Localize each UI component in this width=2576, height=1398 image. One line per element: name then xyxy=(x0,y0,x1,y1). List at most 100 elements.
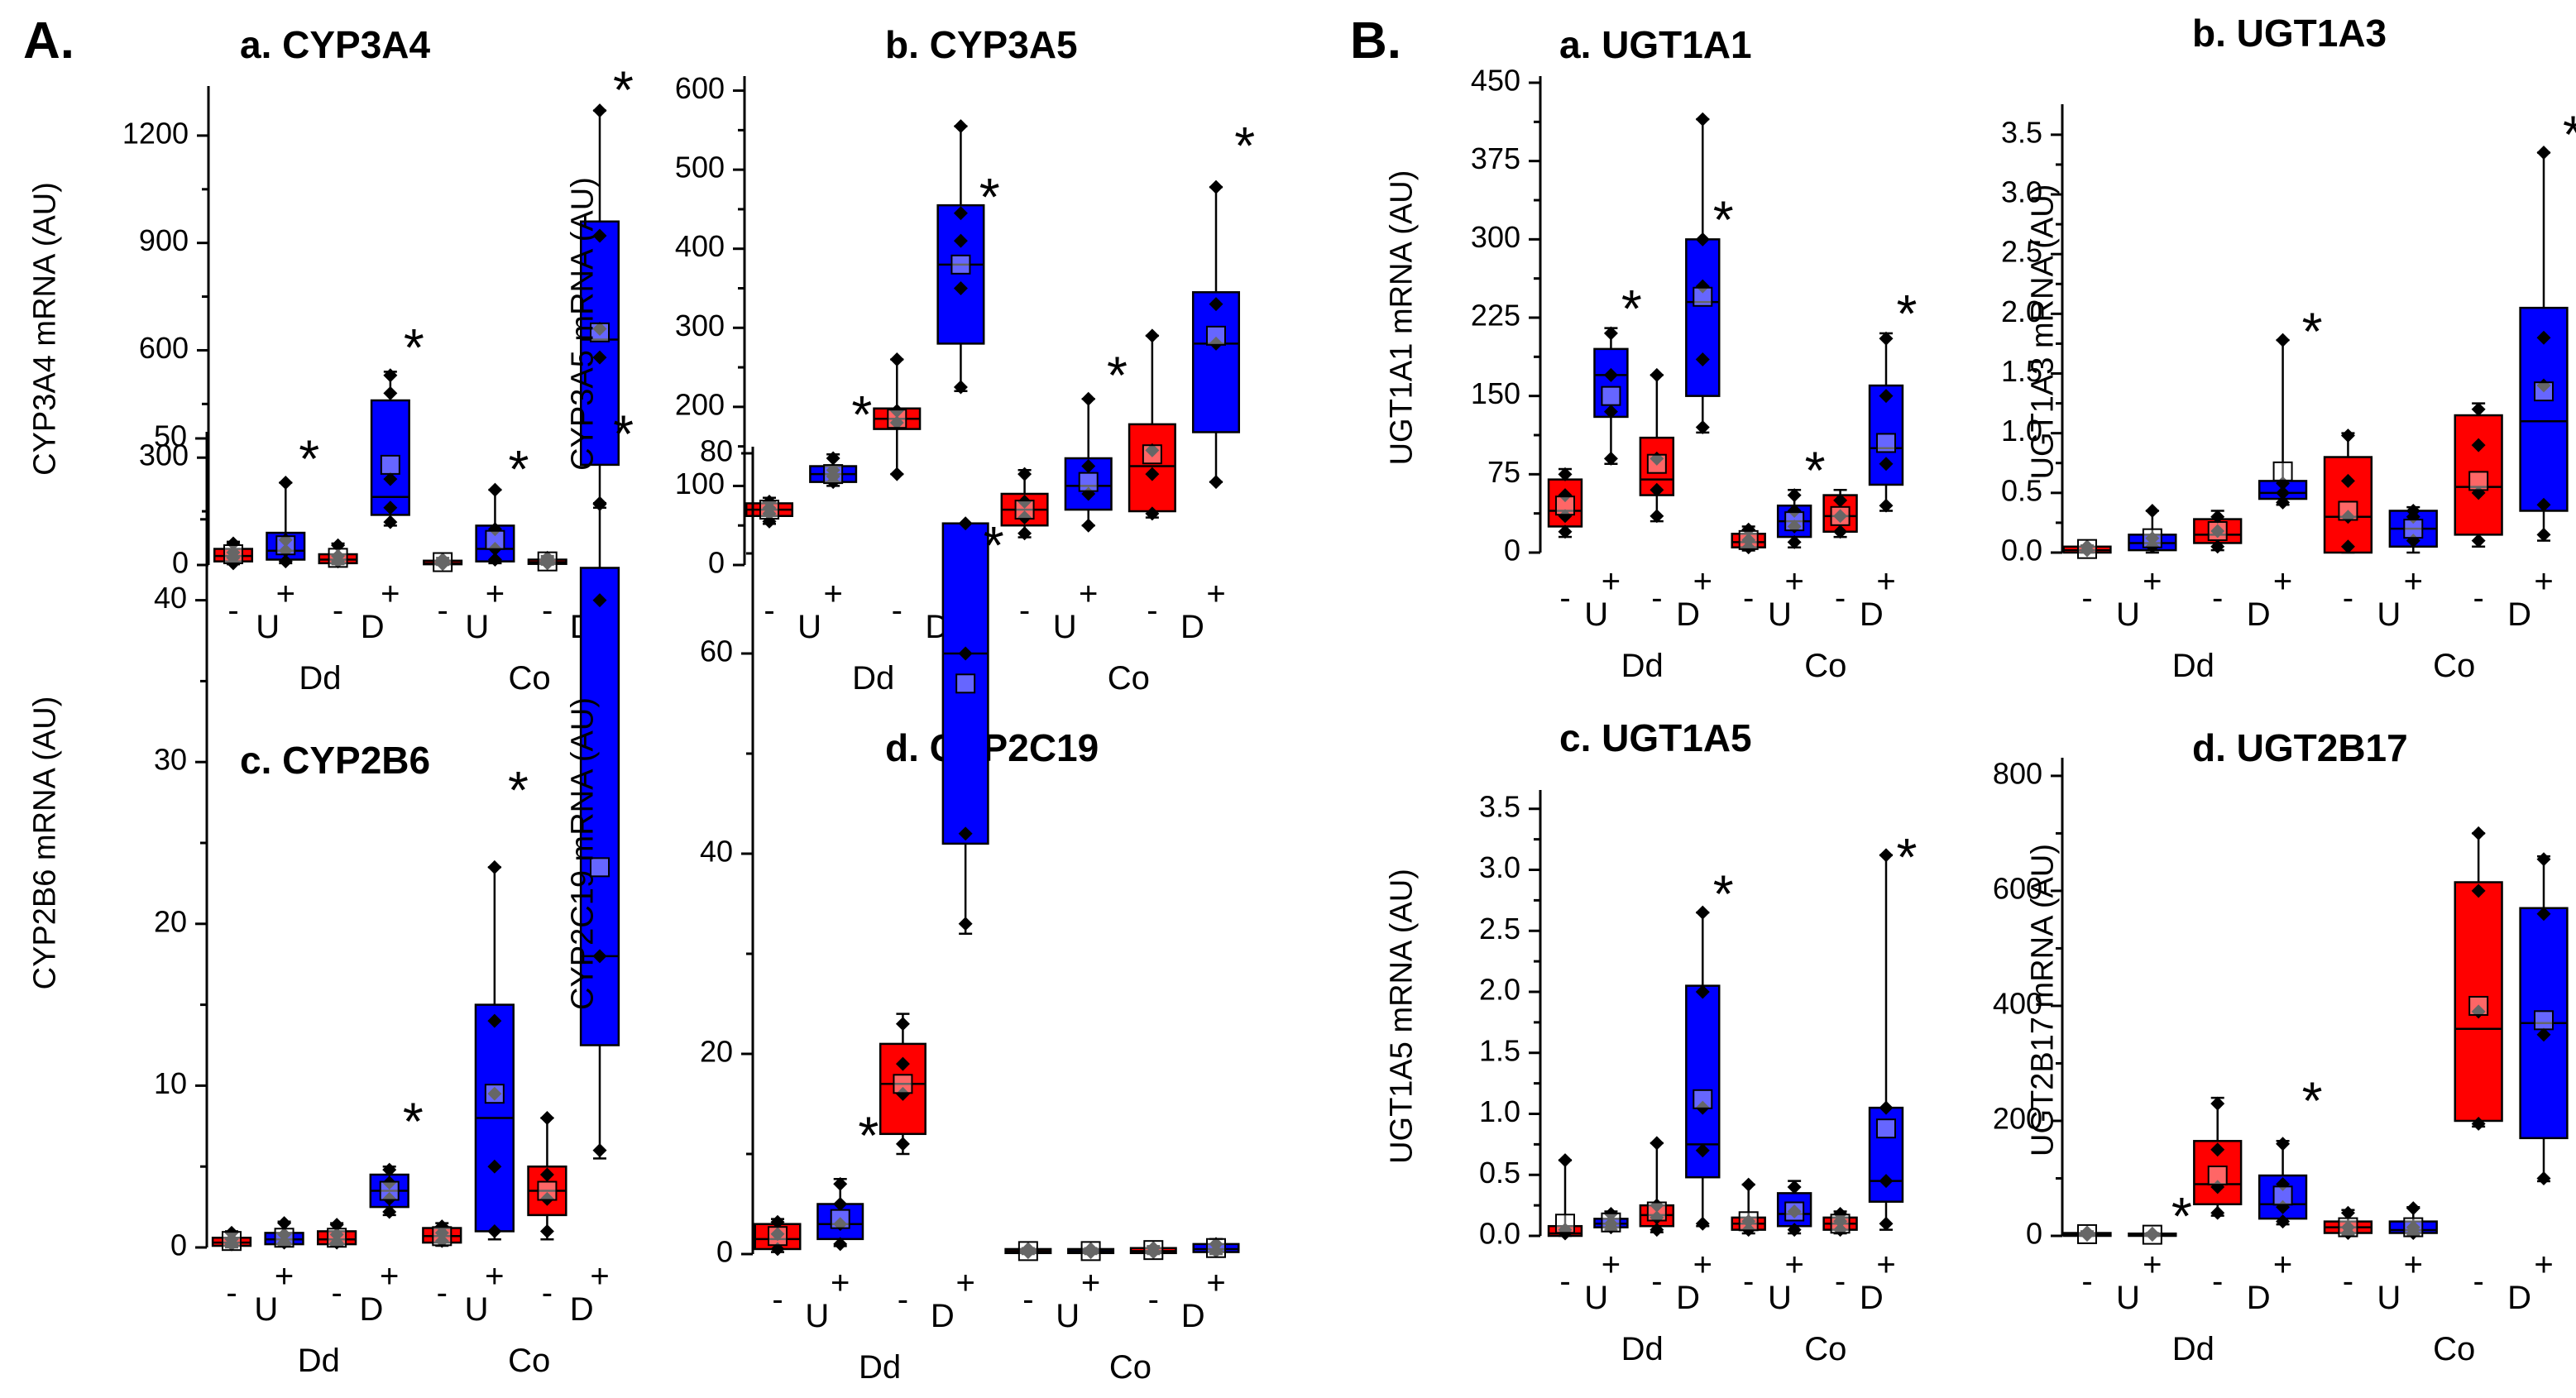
x-treatment-label: D xyxy=(1181,1298,1205,1334)
x-sign-label: - xyxy=(1651,1263,1662,1300)
significance-star: * xyxy=(984,515,1004,575)
chart-title: c. CYP2B6 xyxy=(240,739,430,782)
data-point xyxy=(226,545,241,560)
mean-marker xyxy=(328,548,348,568)
x-treatment-label: U xyxy=(1053,609,1077,645)
y-tick-label: 0.0 xyxy=(2001,534,2042,567)
data-point xyxy=(2210,1096,2225,1111)
chart-title: d. CYP2C19 xyxy=(885,726,1099,769)
x-cell-label: Co xyxy=(2433,1331,2475,1367)
box-CominusU-plus xyxy=(2388,504,2438,554)
y-tick-label: 1.5 xyxy=(1479,1033,1520,1067)
x-sign-label: - xyxy=(892,592,903,629)
data-point xyxy=(1741,1214,1756,1228)
data-point xyxy=(1787,504,1802,518)
y-axis-label: UGT1A3 mRNA (AU) xyxy=(2025,184,2060,480)
data-point xyxy=(592,322,607,336)
chart-c-ugt1a5: c. UGT1A5 UGT1A5 mRNA (AU) 0.0 0.5 1.0 1.5 2.0… xyxy=(1384,716,1917,1367)
mean-marker xyxy=(2142,528,2162,548)
x-treatment-label: D xyxy=(2507,596,2531,633)
x-sign-label: + xyxy=(380,1258,399,1295)
data-point xyxy=(1741,522,1756,537)
y-tick-label: 20 xyxy=(700,1035,733,1069)
data-point xyxy=(2340,1205,2355,1220)
data-point xyxy=(487,553,502,567)
x-sign-label: + xyxy=(2534,563,2553,600)
x-sign-label: - xyxy=(1559,580,1570,616)
x-treatment-label: U xyxy=(2116,1280,2140,1316)
y-tick-label: 3.5 xyxy=(1479,789,1520,823)
x-treatment-label: U xyxy=(1056,1298,1080,1334)
box-DdminusU-- xyxy=(213,536,254,571)
y-axis-label: UGT1A5 mRNA (AU) xyxy=(1384,869,1419,1164)
x-sign-label: - xyxy=(1559,1263,1570,1300)
mean-marker xyxy=(1017,1241,1038,1262)
box-DdminusD-plus xyxy=(1685,112,1721,435)
box-CominusU-plus xyxy=(475,482,515,567)
data-point xyxy=(762,495,777,510)
data-point xyxy=(953,119,968,134)
x-sign-label: - xyxy=(2343,1263,2353,1300)
x-cell-label: Co xyxy=(1109,1349,1152,1386)
mean-marker xyxy=(432,1226,452,1247)
x-treatment-label: U xyxy=(2116,596,2140,633)
x-sign-label: - xyxy=(227,592,238,629)
data-point xyxy=(487,859,502,874)
x-treatment-label: D xyxy=(931,1298,955,1334)
y-tick-label: 40 xyxy=(700,835,733,869)
data-point xyxy=(2471,438,2486,452)
data-point xyxy=(592,228,607,243)
data-point xyxy=(1558,1153,1573,1168)
mean-marker xyxy=(2207,521,2228,542)
y-tick-label: 200 xyxy=(1993,1101,2042,1135)
y-tick-label: 0 xyxy=(2026,1217,2042,1251)
significance-star: * xyxy=(2563,104,2576,164)
data-point xyxy=(1603,1216,1618,1231)
mean-marker xyxy=(1876,433,1896,453)
data-point xyxy=(1209,1237,1223,1252)
data-point xyxy=(1081,459,1096,474)
data-point xyxy=(331,548,346,563)
data-point xyxy=(895,1056,910,1071)
mean-marker xyxy=(2207,1166,2228,1186)
y-axis-label: UGT1A1 mRNA (AU) xyxy=(1384,170,1419,466)
y-axis-label: UGT2B17 mRNA (AU) xyxy=(2025,844,2060,1156)
data-point xyxy=(2471,534,2486,548)
data-point xyxy=(539,1223,554,1238)
data-point xyxy=(1787,1180,1802,1195)
box-CominusU-plus xyxy=(474,859,515,1241)
x-cell-label: Co xyxy=(2433,648,2475,684)
x-cell-label: Co xyxy=(508,1343,550,1379)
x-treatment-label: D xyxy=(1180,609,1204,645)
x-sign-label: - xyxy=(2212,580,2223,616)
y-tick-label: 0.5 xyxy=(1479,1156,1520,1190)
mean-marker xyxy=(1738,529,1759,550)
data-point xyxy=(1145,328,1160,343)
chart-b-ugt1a3: b. UGT1A3 UGT1A3 mRNA (AU) 0.0 0.5 1.0 1.5 2.0… xyxy=(2001,12,2576,684)
mean-marker xyxy=(2338,1217,2358,1238)
x-sign-label: + xyxy=(2143,563,2162,600)
y-tick-label: 600 xyxy=(139,331,189,365)
y-axis-label: CYP3A4 mRNA (AU) xyxy=(27,182,62,476)
x-sign-label: + xyxy=(2143,1247,2162,1283)
data-point xyxy=(487,1086,502,1101)
data-point xyxy=(1021,1242,1036,1257)
data-point xyxy=(2145,531,2160,546)
mean-marker xyxy=(222,1231,242,1252)
y-tick-label: 30 xyxy=(154,743,187,777)
x-treatment-label: U xyxy=(254,1291,278,1328)
y-tick-label: 2.0 xyxy=(1479,973,1520,1007)
data-point xyxy=(1017,510,1032,525)
mean-marker xyxy=(887,409,907,429)
mean-marker xyxy=(1206,325,1226,346)
box-DdminusU-plus xyxy=(266,476,306,569)
data-point xyxy=(1017,495,1032,510)
mean-marker xyxy=(1693,286,1713,307)
data-point xyxy=(2276,495,2291,510)
box-DdminusD-plus xyxy=(1685,905,1721,1231)
data-point xyxy=(2276,1214,2291,1229)
data-point xyxy=(1695,1143,1710,1158)
mean-marker xyxy=(2142,1224,2162,1245)
data-point xyxy=(889,467,904,481)
